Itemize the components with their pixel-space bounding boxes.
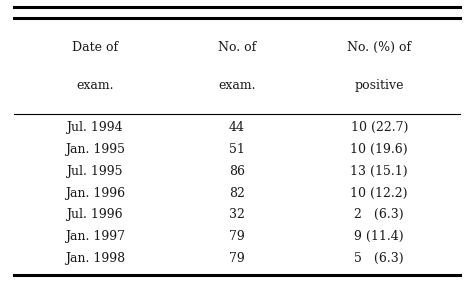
Text: Jan. 1996: Jan. 1996 [65, 187, 125, 200]
Text: Jan. 1997: Jan. 1997 [65, 230, 125, 243]
Text: Jul. 1994: Jul. 1994 [66, 122, 123, 135]
Text: Jul. 1996: Jul. 1996 [66, 208, 123, 221]
Text: Jan. 1995: Jan. 1995 [65, 143, 125, 156]
Text: exam.: exam. [76, 79, 114, 92]
Text: 2   (6.3): 2 (6.3) [355, 208, 404, 221]
Text: 51: 51 [229, 143, 245, 156]
Text: positive: positive [355, 79, 404, 92]
Text: 10 (12.2): 10 (12.2) [350, 187, 408, 200]
Text: 10 (19.6): 10 (19.6) [350, 143, 408, 156]
Text: 86: 86 [229, 165, 245, 178]
Text: No. (%) of: No. (%) of [347, 41, 411, 54]
Text: 79: 79 [229, 252, 245, 265]
Text: exam.: exam. [218, 79, 256, 92]
Text: 82: 82 [229, 187, 245, 200]
Text: Jan. 1998: Jan. 1998 [65, 252, 125, 265]
Text: 5   (6.3): 5 (6.3) [355, 252, 404, 265]
Text: 79: 79 [229, 230, 245, 243]
Text: Date of: Date of [72, 41, 118, 54]
Text: 44: 44 [229, 122, 245, 135]
Text: Jul. 1995: Jul. 1995 [66, 165, 123, 178]
Text: 10 (22.7): 10 (22.7) [350, 122, 408, 135]
Text: No. of: No. of [218, 41, 256, 54]
Text: 13 (15.1): 13 (15.1) [350, 165, 408, 178]
Text: 32: 32 [229, 208, 245, 221]
Text: 9 (11.4): 9 (11.4) [355, 230, 404, 243]
